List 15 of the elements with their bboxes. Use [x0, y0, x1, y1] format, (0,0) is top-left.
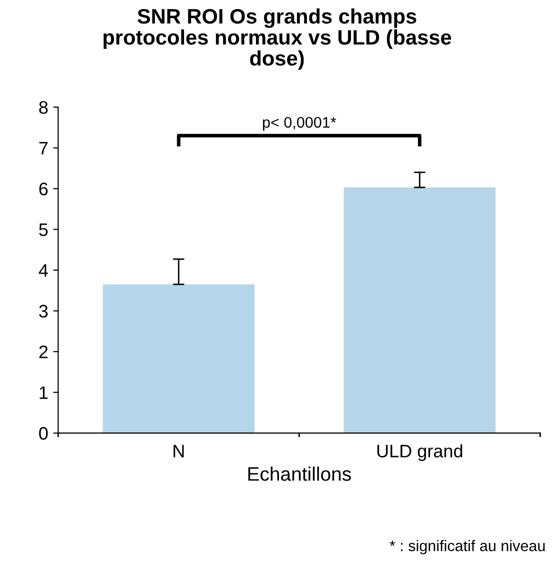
x-axis-title: Echantillons [248, 466, 351, 481]
y-tick-label: 4 [38, 264, 48, 277]
annotation: p< 0,0001* [262, 116, 336, 131]
x-tick-label: N [174, 444, 184, 458]
x-tick-label: ULD grand [377, 444, 462, 462]
y-tick-label: 8 [39, 101, 48, 114]
chart-title: SNR ROI Os grands champs protocoles normaux vs ULD (basse dose) [104, 8, 452, 70]
y-tick-label: 0 [39, 427, 48, 440]
y-tick-label: 6 [39, 182, 48, 196]
y-tick-label: 3 [39, 304, 48, 318]
y-tick-label: 7 [39, 142, 48, 154]
y-tick-label: 2 [39, 346, 48, 358]
text: * : significatif au niveau [390, 540, 545, 554]
y-tick-label: 1 [40, 386, 48, 399]
y-tick-label: 5 [39, 224, 48, 236]
